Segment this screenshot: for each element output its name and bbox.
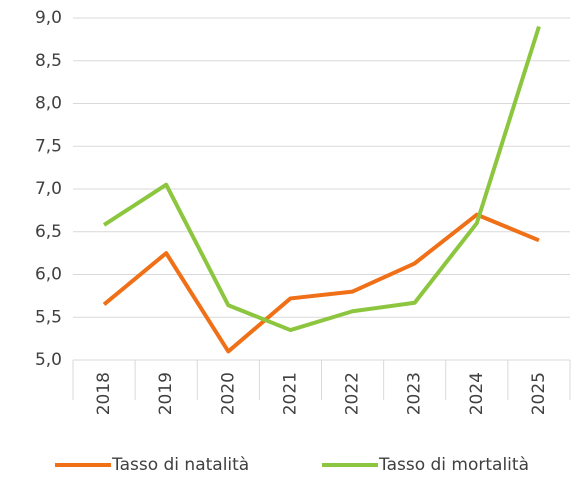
y-tick-label: 6,5 [35,222,62,242]
x-tick-label: 2021 [280,372,300,415]
x-tick-label: 2025 [529,372,549,415]
x-tick-label: 2024 [467,372,487,415]
x-tick-label: 2018 [94,372,114,415]
line-series [102,25,541,333]
y-tick-label: 9,0 [35,8,62,28]
legend-label: Tasso di mortalità [378,455,529,475]
y-tick-label: 8,0 [35,94,62,114]
y-tick-label: 5,5 [35,307,62,327]
y-tick-label: 7,0 [35,179,62,199]
y-tick-label: 8,5 [35,51,62,71]
legend-label: Tasso di natalità [111,455,249,475]
y-tick-label: 7,5 [35,136,62,156]
x-tick-label: 2019 [156,372,176,415]
x-tick-label: 2022 [343,372,363,415]
x-tick-label: 2020 [218,372,238,415]
x-tick-label: 2023 [405,372,425,415]
line-series [102,212,540,354]
y-tick-label: 5,0 [35,350,62,370]
y-tick-label: 6,0 [35,265,62,285]
